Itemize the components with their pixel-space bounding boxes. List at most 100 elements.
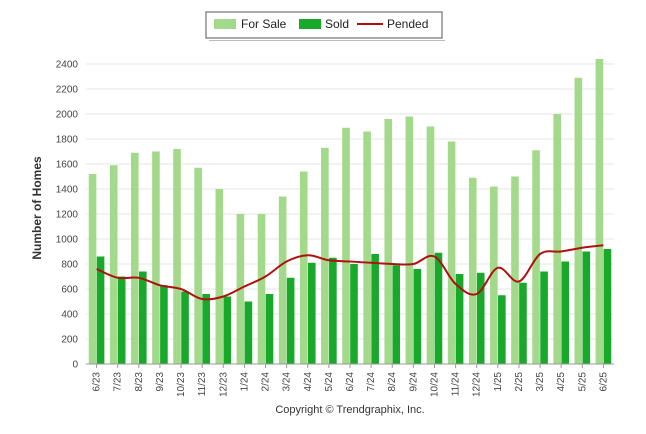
x-tick-label: 8/23 xyxy=(134,372,145,392)
bar-sold xyxy=(455,274,464,364)
legend-label-for-sale: For Sale xyxy=(241,17,287,31)
y-tick-label: 2000 xyxy=(56,110,79,121)
legend-label-pended: Pended xyxy=(387,17,428,31)
x-tick-label: 7/23 xyxy=(113,372,124,392)
y-axis-ticks: 0 200 400 600 800 1000 1200 1400 1600 1800 2000 220… xyxy=(56,60,79,371)
bar-sold xyxy=(160,285,168,364)
bar-sold xyxy=(413,269,422,364)
bar-for-sale xyxy=(595,59,604,364)
bar-for-sale xyxy=(384,119,393,364)
x-tick-label: 11/23 xyxy=(197,372,208,397)
x-tick-label: 12/24 xyxy=(472,372,483,397)
y-tick-label: 1600 xyxy=(56,160,79,171)
copyright-text: Copyright © Trendgraphix, Inc. xyxy=(275,404,424,416)
legend-label-sold: Sold xyxy=(325,17,349,31)
bar-sold xyxy=(603,249,612,364)
x-axis-ticks: 6/23 7/23 8/23 9/23 10/23 11/23 12/23 1/24 2/24 3… xyxy=(92,364,609,397)
bar-sold xyxy=(392,265,401,364)
bars xyxy=(88,59,612,364)
bar-for-sale xyxy=(574,77,583,364)
legend: For Sale Sold Pended xyxy=(205,11,445,41)
x-tick-label: 9/24 xyxy=(408,372,419,392)
y-tick-label: 2400 xyxy=(56,60,79,71)
bar-sold xyxy=(498,295,506,364)
bar-sold xyxy=(202,294,210,364)
bar-for-sale xyxy=(511,176,519,364)
bar-sold xyxy=(350,264,358,364)
x-tick-label: 9/23 xyxy=(155,372,166,392)
bar-for-sale xyxy=(405,116,414,364)
x-tick-label: 12/23 xyxy=(218,372,229,397)
bar-sold xyxy=(582,251,591,364)
y-tick-label: 400 xyxy=(61,310,78,321)
x-tick-label: 11/24 xyxy=(451,372,462,397)
bar-sold xyxy=(223,296,232,364)
bar-for-sale xyxy=(257,214,266,364)
bar-for-sale xyxy=(447,141,456,364)
y-tick-label: 1200 xyxy=(56,210,79,221)
bar-sold xyxy=(519,282,527,364)
bar-for-sale xyxy=(321,147,329,364)
bar-sold xyxy=(540,271,548,364)
x-tick-label: 4/25 xyxy=(556,372,567,392)
x-tick-label: 5/24 xyxy=(324,372,335,392)
bar-for-sale xyxy=(173,149,181,364)
x-tick-label: 6/23 xyxy=(92,372,103,392)
bar-for-sale xyxy=(131,152,139,364)
x-tick-label: 10/24 xyxy=(429,372,440,397)
y-axis-label: Number of Homes xyxy=(30,156,44,260)
x-tick-label: 6/25 xyxy=(598,372,609,392)
x-tick-label: 6/24 xyxy=(345,372,356,392)
bar-for-sale xyxy=(468,177,477,364)
bar-for-sale xyxy=(363,131,371,364)
x-tick-label: 7/24 xyxy=(366,372,377,392)
y-tick-label: 800 xyxy=(61,260,78,271)
bar-sold xyxy=(561,261,569,364)
x-tick-label: 5/25 xyxy=(577,372,588,392)
bar-for-sale xyxy=(553,114,561,364)
bar-sold xyxy=(307,262,316,364)
bar-sold xyxy=(139,271,147,364)
bar-for-sale xyxy=(299,171,308,364)
bar-sold xyxy=(329,257,337,364)
bar-for-sale xyxy=(215,189,224,364)
x-tick-label: 1/25 xyxy=(493,372,504,392)
x-tick-label: 1/24 xyxy=(239,372,250,392)
bar-for-sale xyxy=(88,174,97,364)
y-tick-label: 200 xyxy=(61,335,78,346)
bar-sold xyxy=(286,277,295,364)
bar-for-sale xyxy=(194,167,202,364)
bar-sold xyxy=(181,291,189,364)
bar-sold xyxy=(476,272,485,364)
x-tick-label: 3/25 xyxy=(535,372,546,392)
bar-sold xyxy=(244,301,253,364)
bar-for-sale xyxy=(426,126,435,364)
bar-sold xyxy=(434,252,443,364)
pended-line xyxy=(96,244,604,301)
y-tick-label: 600 xyxy=(61,285,78,296)
x-tick-label: 8/24 xyxy=(387,372,398,392)
x-tick-label: 3/24 xyxy=(282,372,293,392)
bar-sold xyxy=(265,294,274,364)
bar-for-sale xyxy=(278,196,287,364)
bar-for-sale xyxy=(342,127,350,364)
y-tick-label: 1800 xyxy=(56,135,79,146)
x-tick-label: 2/25 xyxy=(514,372,525,392)
legend-box xyxy=(205,11,443,39)
legend-shadow xyxy=(209,40,445,41)
x-tick-label: 10/23 xyxy=(176,372,187,397)
y-tick-label: 1000 xyxy=(56,235,79,246)
bar-sold xyxy=(117,276,126,364)
bar-for-sale xyxy=(109,165,118,364)
y-tick-label: 2200 xyxy=(56,85,79,96)
legend-swatch-sold xyxy=(299,19,321,29)
bar-sold xyxy=(96,256,105,364)
y-tick-label: 1400 xyxy=(56,185,79,196)
x-tick-label: 4/24 xyxy=(303,372,314,392)
legend-swatch-for-sale xyxy=(214,19,236,29)
x-tick-label: 2/24 xyxy=(261,372,272,392)
y-tick-label: 0 xyxy=(72,360,78,371)
bar-for-sale xyxy=(152,151,160,364)
bar-sold xyxy=(371,254,379,364)
